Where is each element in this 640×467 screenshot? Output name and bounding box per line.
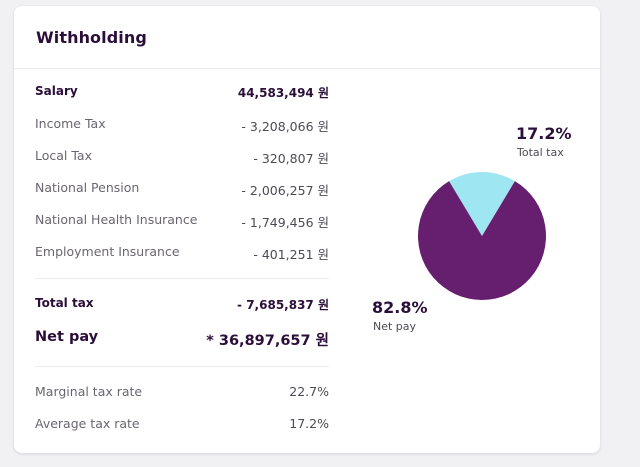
employment-insurance-value: - 401,251 원 (253, 247, 329, 262)
total-tax-slice-label: Total tax (517, 146, 564, 159)
net-pay-row: Net pay * 36,897,657 원 (35, 329, 329, 349)
marginal-rate-value: 22.7% (289, 384, 329, 399)
national-pension-label: National Pension (35, 180, 140, 195)
national-pension-value: - 2,006,257 원 (241, 183, 329, 198)
health-insurance-label: National Health Insurance (35, 212, 198, 227)
total-tax-label: Total tax (35, 296, 94, 310)
withholding-pie-chart: 17.2% Total tax 82.8% Net pay (364, 116, 604, 356)
header-divider (14, 68, 600, 69)
average-rate-row: Average tax rate 17.2% (35, 416, 329, 436)
health-insurance-value: - 1,749,456 원 (241, 215, 329, 230)
income-tax-row: Income Tax - 3,208,066 원 (35, 116, 329, 136)
net-pay-value: * 36,897,657 원 (206, 333, 329, 349)
section-divider (35, 278, 329, 279)
section-divider (35, 366, 329, 367)
national-pension-row: National Pension - 2,006,257 원 (35, 180, 329, 200)
health-insurance-row: National Health Insurance - 1,749,456 원 (35, 212, 329, 232)
income-tax-label: Income Tax (35, 116, 106, 131)
total-tax-value: - 7,685,837 원 (237, 298, 329, 312)
pie-slice-total-tax (449, 172, 515, 236)
net-pay-label: Net pay (35, 329, 99, 345)
withholding-card: Withholding Salary 44,583,494 원 Income T… (14, 6, 600, 453)
local-tax-value: - 320,807 원 (253, 151, 329, 166)
marginal-rate-row: Marginal tax rate 22.7% (35, 384, 329, 404)
salary-row: Salary 44,583,494 원 (35, 84, 329, 104)
leader-line-total-tax (481, 141, 513, 171)
local-tax-row: Local Tax - 320,807 원 (35, 148, 329, 168)
leader-line-net-pay (448, 292, 459, 305)
net-pay-slice-label: Net pay (373, 320, 417, 333)
average-rate-value: 17.2% (289, 416, 329, 431)
marginal-rate-label: Marginal tax rate (35, 384, 143, 399)
total-tax-row: Total tax - 7,685,837 원 (35, 296, 329, 316)
income-tax-value: - 3,208,066 원 (241, 119, 329, 134)
total-tax-percent: 17.2% (516, 124, 572, 143)
average-rate-label: Average tax rate (35, 416, 140, 431)
salary-label: Salary (35, 84, 78, 98)
pie-svg (418, 141, 546, 305)
pie-slice-net-pay (418, 181, 546, 300)
card-title: Withholding (36, 28, 147, 47)
local-tax-label: Local Tax (35, 148, 92, 163)
salary-value: 44,583,494 원 (237, 86, 329, 100)
employment-insurance-label: Employment Insurance (35, 244, 180, 259)
net-pay-percent: 82.8% (372, 298, 428, 317)
employment-insurance-row: Employment Insurance - 401,251 원 (35, 244, 329, 264)
